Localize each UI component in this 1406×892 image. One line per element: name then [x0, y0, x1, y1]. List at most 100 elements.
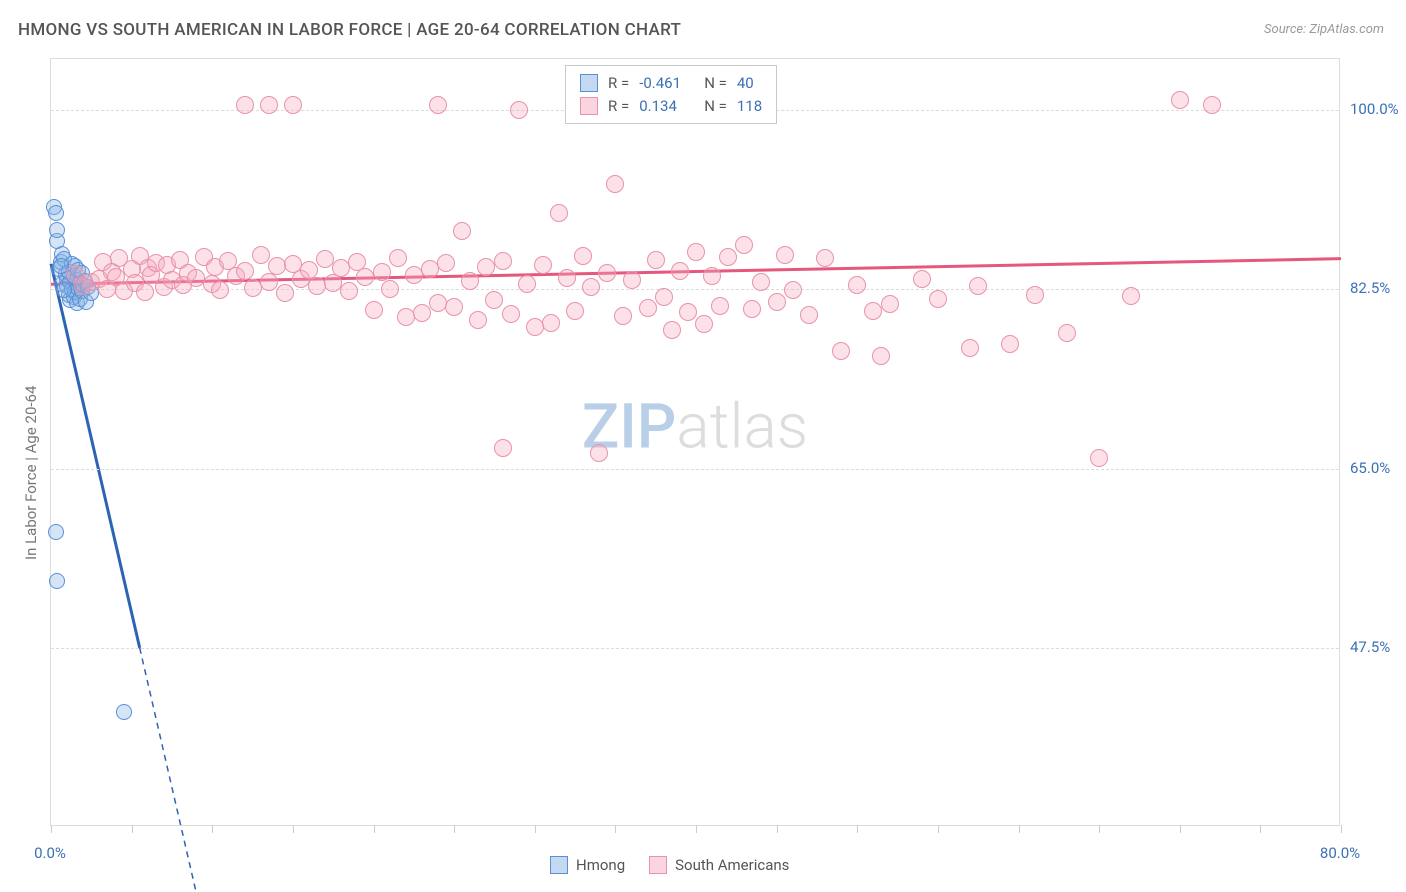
scatter-point-south [929, 290, 947, 308]
scatter-point-south [429, 96, 447, 114]
x-tick-mark [1099, 825, 1100, 833]
scatter-point-south [679, 303, 697, 321]
legend-n-label: N = [704, 95, 727, 118]
y-tick-label: 82.5% [1350, 279, 1390, 297]
scatter-point-south [606, 175, 624, 193]
series-legend: Hmong South Americans [550, 856, 789, 874]
scatter-point-south [663, 321, 681, 339]
legend-swatch [580, 74, 598, 92]
source-attribution: Source: ZipAtlas.com [1264, 22, 1384, 37]
scatter-point-hmong [49, 222, 65, 238]
scatter-point-south [639, 299, 657, 317]
scatter-point-south [598, 264, 616, 282]
scatter-point-south [236, 262, 254, 280]
x-tick-mark [1341, 825, 1342, 833]
x-tick-mark [857, 825, 858, 833]
x-tick-label: 0.0% [34, 844, 66, 862]
scatter-point-south [719, 248, 737, 266]
scatter-point-south [373, 263, 391, 281]
scatter-point-south [461, 272, 479, 290]
x-tick-mark [1260, 825, 1261, 833]
scatter-point-south [365, 301, 383, 319]
scatter-point-south [800, 306, 818, 324]
x-tick-mark [1180, 825, 1181, 833]
legend-n-value: 118 [737, 95, 762, 118]
legend-series-label: South Americans [675, 856, 789, 874]
scatter-point-south [969, 277, 987, 295]
legend-row: R =-0.461N =40 [580, 72, 762, 95]
scatter-point-south [252, 246, 270, 264]
scatter-point-south [445, 298, 463, 316]
legend-series-label: Hmong [576, 856, 625, 874]
scatter-point-south [582, 278, 600, 296]
scatter-point-south [776, 246, 794, 264]
chart-title: HMONG VS SOUTH AMERICAN IN LABOR FORCE |… [18, 20, 681, 40]
scatter-point-south [469, 311, 487, 329]
legend-row: R = 0.134N =118 [580, 95, 762, 118]
scatter-point-south [136, 283, 154, 301]
legend-item: South Americans [649, 856, 789, 874]
scatter-point-south [655, 288, 673, 306]
scatter-point-south [1001, 335, 1019, 353]
scatter-point-south [494, 439, 512, 457]
scatter-point-south [752, 273, 770, 291]
x-tick-mark [1019, 825, 1020, 833]
x-tick-mark [374, 825, 375, 833]
scatter-point-hmong [48, 205, 64, 221]
y-tick-label: 65.0% [1350, 459, 1390, 477]
scatter-point-south [695, 315, 713, 333]
legend-r-value: -0.461 [639, 72, 694, 95]
x-tick-mark [535, 825, 536, 833]
x-tick-mark [454, 825, 455, 833]
trend-lines-layer [51, 59, 1341, 827]
trend-line [51, 264, 140, 648]
scatter-point-south [300, 261, 318, 279]
scatter-point-south [671, 262, 689, 280]
scatter-point-south [816, 249, 834, 267]
legend-r-label: R = [608, 72, 629, 95]
scatter-point-south [1026, 286, 1044, 304]
scatter-point-hmong [56, 282, 72, 298]
scatter-point-south [1203, 96, 1221, 114]
x-tick-mark [51, 825, 52, 833]
legend-n-label: N = [704, 72, 727, 95]
scatter-point-south [558, 269, 576, 287]
plot-area: ZIPatlas [50, 58, 1340, 826]
legend-swatch [580, 97, 598, 115]
scatter-point-south [832, 342, 850, 360]
scatter-point-south [566, 302, 584, 320]
scatter-point-south [429, 294, 447, 312]
scatter-point-south [711, 297, 729, 315]
scatter-point-south [453, 222, 471, 240]
scatter-point-south [687, 243, 705, 261]
scatter-point-south [340, 282, 358, 300]
legend-r-value: 0.134 [639, 95, 694, 118]
scatter-point-south [413, 304, 431, 322]
scatter-point-south [510, 101, 528, 119]
scatter-point-south [961, 339, 979, 357]
legend-swatch [550, 856, 568, 874]
scatter-point-south [872, 347, 890, 365]
x-tick-label: 80.0% [1320, 844, 1360, 862]
scatter-point-south [260, 96, 278, 114]
x-tick-mark [777, 825, 778, 833]
x-tick-mark [696, 825, 697, 833]
scatter-point-south [1058, 324, 1076, 342]
scatter-point-south [389, 249, 407, 267]
correlation-legend: R =-0.461N =40R = 0.134N =118 [565, 65, 777, 124]
scatter-point-south [236, 96, 254, 114]
scatter-point-south [308, 277, 326, 295]
scatter-point-hmong [116, 704, 132, 720]
scatter-point-south [485, 291, 503, 309]
scatter-point-south [268, 257, 286, 275]
legend-item: Hmong [550, 856, 625, 874]
scatter-point-south [768, 293, 786, 311]
trend-line [140, 648, 229, 892]
scatter-point-south [518, 275, 536, 293]
scatter-point-south [381, 280, 399, 298]
scatter-point-south [534, 256, 552, 274]
legend-swatch [649, 856, 667, 874]
scatter-point-south [437, 254, 455, 272]
scatter-point-south [574, 247, 592, 265]
scatter-point-south [614, 307, 632, 325]
